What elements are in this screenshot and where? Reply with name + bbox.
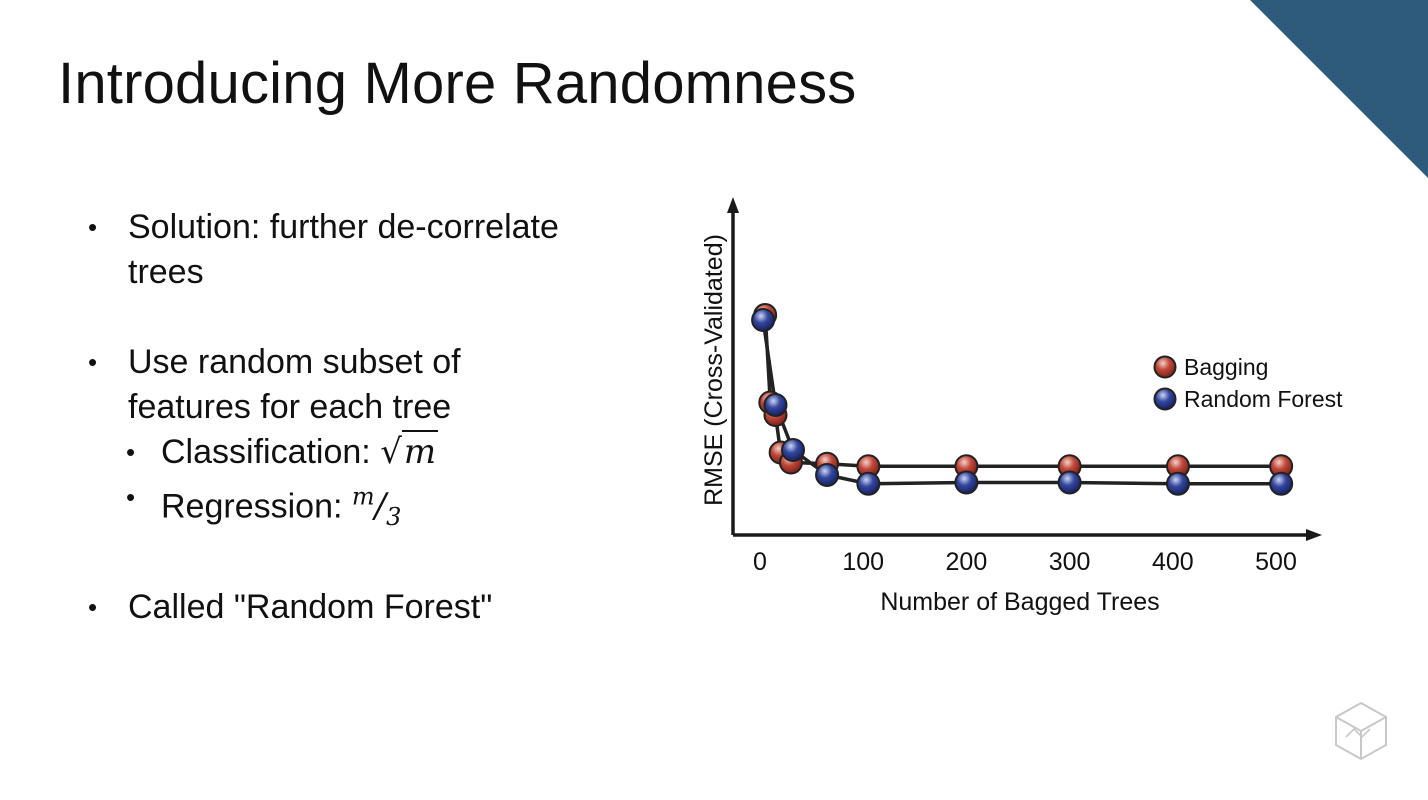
x-tick-label: 0	[753, 548, 767, 576]
denominator: 3	[386, 503, 402, 532]
bullet-solution: Solution: further de-correlate trees	[88, 205, 648, 295]
legend-label: Random Forest	[1184, 386, 1343, 412]
sqrt-m-formula: √m	[380, 430, 439, 472]
fraction-slash: /	[374, 486, 387, 527]
data-point	[763, 393, 788, 417]
bullet-continuation: features for each tree	[128, 388, 452, 426]
subbullet-label: Classification:	[161, 433, 381, 471]
data-point	[1269, 471, 1294, 496]
x-tick-label: 500	[1255, 548, 1297, 576]
x-axis-arrow	[1306, 529, 1322, 541]
y-axis-arrow	[727, 197, 739, 213]
legend-swatch	[1153, 355, 1177, 379]
data-point	[856, 471, 881, 496]
numerator: m	[351, 483, 375, 511]
x-axis-label: Number of Bagged Trees	[880, 588, 1159, 616]
data-point	[815, 463, 840, 487]
x-tick-label: 300	[1049, 548, 1091, 576]
x-tick-label: 100	[842, 548, 884, 576]
radicand: m	[401, 430, 439, 472]
bullet-text: Called "Random Forest"	[128, 588, 493, 627]
bullet-continuation: trees	[128, 253, 204, 291]
data-point	[781, 438, 806, 462]
x-tick-label: 200	[946, 548, 988, 576]
subbullet-label: Regression:	[161, 487, 352, 526]
bullet-text: Use random subset of	[128, 343, 461, 381]
data-point	[954, 470, 979, 495]
subbullet-classification: Classification: √m	[88, 430, 648, 475]
x-tick-label: 400	[1152, 548, 1194, 576]
bullet-list: Solution: further de-correlate trees Use…	[88, 205, 648, 630]
bullet-random-subset: Use random subset of features for each t…	[88, 340, 648, 430]
y-axis-label: RMSE (Cross-Validated)	[700, 234, 728, 506]
data-point	[1057, 470, 1082, 495]
radical-sign: √	[380, 432, 402, 472]
rmse-line-chart: 0 100 200 300 400 500 Bagging Random Forest Nu…	[700, 197, 1343, 616]
cube-logo-icon	[1335, 701, 1387, 761]
bullet-called-random-forest: Called "Random Forest"	[88, 585, 648, 630]
data-point	[1165, 471, 1190, 496]
bullet-text: Solution: further de-correlate	[128, 208, 559, 246]
legend-swatch	[1153, 387, 1177, 411]
data-point	[751, 308, 776, 332]
legend-label: Bagging	[1184, 354, 1268, 380]
m-over-3-formula: m/3	[351, 483, 402, 531]
slide-title: Introducing More Randomness	[58, 51, 857, 116]
subbullet-regression: Regression: m/3	[88, 475, 648, 540]
